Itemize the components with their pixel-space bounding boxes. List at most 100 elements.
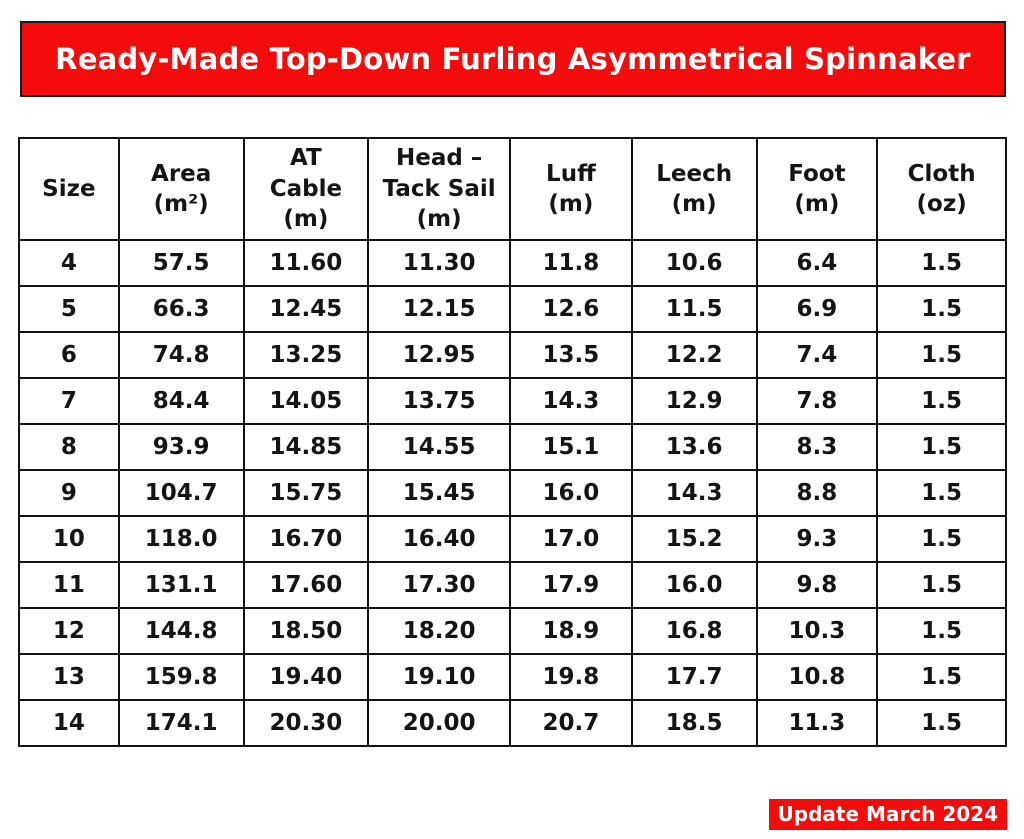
table-cell: 14.3 — [630, 469, 758, 517]
size-cell: 8 — [18, 423, 120, 471]
table-cell: 6.9 — [755, 285, 879, 333]
table-cell: 15.45 — [367, 469, 511, 517]
column-header-foot: Foot (m) — [755, 137, 879, 241]
table-cell: 7.8 — [755, 377, 879, 425]
table-cell: 159.8 — [117, 653, 245, 701]
table-cell: 1.5 — [876, 285, 1007, 333]
table-cell: 17.60 — [242, 561, 370, 609]
size-cell: 13 — [18, 653, 120, 701]
table-row: 10 118.0 16.70 16.40 17.0 15.2 9.3 1.5 — [18, 515, 1007, 563]
spec-table-body: 4 57.5 11.60 11.30 11.8 10.6 6.4 1.5 5 66.3 12.45 1… — [18, 239, 1007, 747]
table-cell: 13.5 — [509, 331, 633, 379]
table-row: 6 74.8 13.25 12.95 13.5 12.2 7.4 1.5 — [18, 331, 1007, 379]
spec-table-header-row: Size Area (m²) AT Cable (m) Head – Tack Sai… — [18, 137, 1007, 241]
table-cell: 15.75 — [242, 469, 370, 517]
table-cell: 1.5 — [876, 423, 1007, 471]
spec-table-head: Size Area (m²) AT Cable (m) Head – Tack Sai… — [18, 137, 1007, 241]
spec-table: Size Area (m²) AT Cable (m) Head – Tack Sai… — [18, 137, 1007, 747]
table-cell: 12.6 — [509, 285, 633, 333]
size-cell: 11 — [18, 561, 120, 609]
table-cell: 20.00 — [367, 699, 511, 747]
table-cell: 14.05 — [242, 377, 370, 425]
table-cell: 16.40 — [367, 515, 511, 563]
table-cell: 9.8 — [755, 561, 879, 609]
table-cell: 1.5 — [876, 239, 1007, 287]
table-row: 4 57.5 11.60 11.30 11.8 10.6 6.4 1.5 — [18, 239, 1007, 287]
page-title-banner: Ready-Made Top-Down Furling Asymmetrical… — [20, 21, 1006, 97]
table-cell: 16.0 — [509, 469, 633, 517]
table-cell: 20.7 — [509, 699, 633, 747]
table-row: 5 66.3 12.45 12.15 12.6 11.5 6.9 1.5 — [18, 285, 1007, 333]
spec-table-container: Size Area (m²) AT Cable (m) Head – Tack Sai… — [18, 137, 1007, 747]
table-cell: 14.3 — [509, 377, 633, 425]
table-cell: 1.5 — [876, 607, 1007, 655]
table-cell: 131.1 — [117, 561, 245, 609]
table-row: 12 144.8 18.50 18.20 18.9 16.8 10.3 1.5 — [18, 607, 1007, 655]
table-cell: 12.45 — [242, 285, 370, 333]
column-header-cloth: Cloth (oz) — [876, 137, 1007, 241]
table-cell: 18.50 — [242, 607, 370, 655]
table-cell: 57.5 — [117, 239, 245, 287]
size-cell: 10 — [18, 515, 120, 563]
table-cell: 84.4 — [117, 377, 245, 425]
table-cell: 19.10 — [367, 653, 511, 701]
table-cell: 6.4 — [755, 239, 879, 287]
table-cell: 17.7 — [630, 653, 758, 701]
table-cell: 12.15 — [367, 285, 511, 333]
table-cell: 8.8 — [755, 469, 879, 517]
table-row: 13 159.8 19.40 19.10 19.8 17.7 10.8 1.5 — [18, 653, 1007, 701]
update-badge: Update March 2024 — [768, 799, 1007, 830]
table-cell: 144.8 — [117, 607, 245, 655]
table-cell: 9.3 — [755, 515, 879, 563]
table-cell: 11.5 — [630, 285, 758, 333]
table-cell: 93.9 — [117, 423, 245, 471]
table-row: 7 84.4 14.05 13.75 14.3 12.9 7.8 1.5 — [18, 377, 1007, 425]
table-cell: 1.5 — [876, 699, 1007, 747]
size-cell: 7 — [18, 377, 120, 425]
column-header-leech: Leech (m) — [630, 137, 758, 241]
table-cell: 10.6 — [630, 239, 758, 287]
size-cell: 9 — [18, 469, 120, 517]
update-badge-row: Update March 2024 — [768, 799, 1007, 830]
table-cell: 1.5 — [876, 561, 1007, 609]
table-row: 8 93.9 14.85 14.55 15.1 13.6 8.3 1.5 — [18, 423, 1007, 471]
table-cell: 13.6 — [630, 423, 758, 471]
size-cell: 12 — [18, 607, 120, 655]
table-cell: 10.3 — [755, 607, 879, 655]
table-cell: 1.5 — [876, 377, 1007, 425]
table-row: 9 104.7 15.75 15.45 16.0 14.3 8.8 1.5 — [18, 469, 1007, 517]
table-cell: 14.85 — [242, 423, 370, 471]
size-cell: 14 — [18, 699, 120, 747]
table-cell: 12.9 — [630, 377, 758, 425]
table-row: 14 174.1 20.30 20.00 20.7 18.5 11.3 1.5 — [18, 699, 1007, 747]
table-cell: 11.60 — [242, 239, 370, 287]
column-header-area: Area (m²) — [117, 137, 245, 241]
table-cell: 17.9 — [509, 561, 633, 609]
column-header-size: Size — [18, 137, 120, 241]
table-cell: 19.40 — [242, 653, 370, 701]
table-cell: 16.8 — [630, 607, 758, 655]
table-cell: 16.0 — [630, 561, 758, 609]
table-cell: 17.30 — [367, 561, 511, 609]
table-cell: 10.8 — [755, 653, 879, 701]
size-cell: 4 — [18, 239, 120, 287]
table-cell: 20.30 — [242, 699, 370, 747]
table-cell: 12.95 — [367, 331, 511, 379]
table-cell: 18.9 — [509, 607, 633, 655]
table-cell: 8.3 — [755, 423, 879, 471]
column-header-at-cable: AT Cable (m) — [242, 137, 370, 241]
table-cell: 14.55 — [367, 423, 511, 471]
table-cell: 104.7 — [117, 469, 245, 517]
table-cell: 1.5 — [876, 653, 1007, 701]
table-cell: 18.20 — [367, 607, 511, 655]
table-cell: 174.1 — [117, 699, 245, 747]
table-cell: 1.5 — [876, 469, 1007, 517]
table-cell: 18.5 — [630, 699, 758, 747]
table-cell: 118.0 — [117, 515, 245, 563]
table-cell: 15.1 — [509, 423, 633, 471]
table-cell: 16.70 — [242, 515, 370, 563]
table-cell: 11.8 — [509, 239, 633, 287]
table-cell: 17.0 — [509, 515, 633, 563]
table-cell: 13.25 — [242, 331, 370, 379]
